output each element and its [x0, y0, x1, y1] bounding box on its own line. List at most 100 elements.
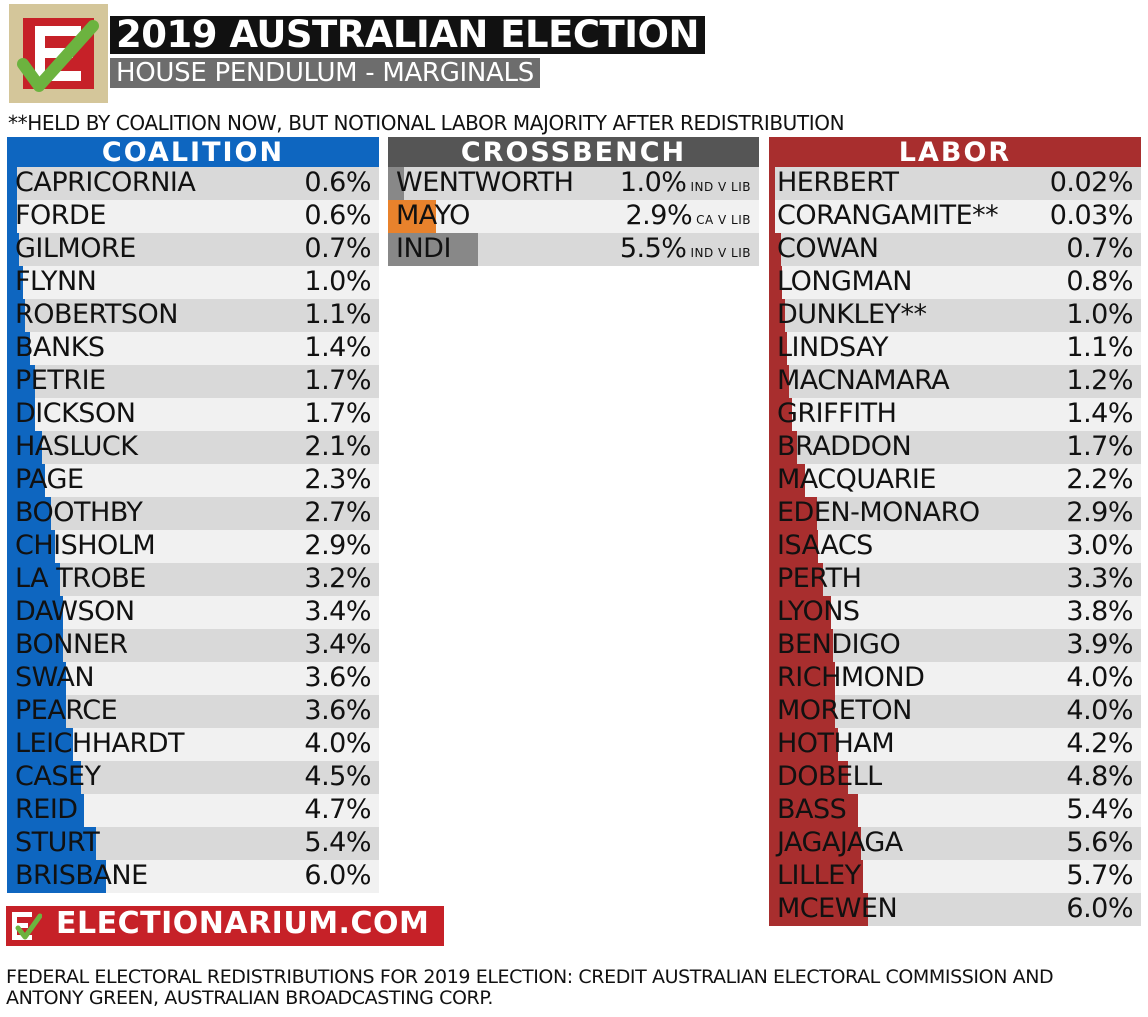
seat-name: COWAN: [777, 233, 879, 264]
margin-bar: [7, 464, 45, 497]
seat-name: DUNKLEY**: [777, 299, 927, 330]
margin-value: 4.8%: [1066, 761, 1133, 792]
seat-row: MCEWEN 6.0%: [769, 893, 1141, 926]
seat-row: DAWSON 3.4%: [7, 596, 379, 629]
seat-row: JAGAJAGA 5.6%: [769, 827, 1141, 860]
margin-bar: [769, 464, 806, 497]
seat-margin: 0.6%: [304, 200, 371, 231]
seat-name: LINDSAY: [777, 332, 889, 363]
seat-name: INDI: [396, 233, 451, 264]
margin-bar: [7, 233, 19, 266]
seat-row: FLYNN 1.0%: [7, 266, 379, 299]
seat-row: BRADDON 1.7%: [769, 431, 1141, 464]
seat-row: LA TROBE 3.2%: [7, 563, 379, 596]
seat-margin: 4.7%: [304, 794, 371, 825]
margin-value: 3.6%: [304, 695, 371, 726]
margin-value: 3.9%: [1066, 629, 1133, 660]
margin-bar: [769, 728, 838, 761]
margin-value: 4.0%: [304, 728, 371, 759]
margin-bar: [388, 233, 479, 266]
margin-value: 0.6%: [304, 167, 371, 198]
seat-margin: 3.4%: [304, 596, 371, 627]
margin-bar: [7, 530, 55, 563]
seat-margin: 3.9%: [1066, 629, 1133, 660]
seat-row: EDEN-MONARO 2.9%: [769, 497, 1141, 530]
margin-bar: [769, 398, 792, 431]
seat-margin: 0.02%: [1049, 167, 1134, 198]
margin-value: 3.6%: [304, 662, 371, 693]
seat-name: STURT: [15, 827, 100, 858]
margin-bar: [7, 266, 24, 299]
seat-row: FORDE 0.6%: [7, 200, 379, 233]
seat-row: BASS 5.4%: [769, 794, 1141, 827]
margin-bar: [769, 233, 781, 266]
seat-margin: 4.8%: [1066, 761, 1133, 792]
seat-name: PAGE: [15, 464, 84, 495]
contest-label: IND V LIB: [690, 180, 751, 194]
seat-row: PERTH 3.3%: [769, 563, 1141, 596]
margin-value: 5.6%: [1066, 827, 1133, 858]
seat-margin: 4.5%: [304, 761, 371, 792]
margin-bar: [769, 530, 819, 563]
margin-bar: [7, 695, 67, 728]
margin-value: 3.4%: [304, 596, 371, 627]
margin-value: 0.03%: [1049, 200, 1134, 231]
seat-name: BRADDON: [777, 431, 912, 462]
checkmark-icon: [17, 20, 99, 92]
labor-header: LABOR: [769, 137, 1141, 168]
seat-row: INDI 5.5% IND V LIB: [388, 233, 759, 266]
seat-name: LONGMAN: [777, 266, 912, 297]
seat-name: EDEN-MONARO: [777, 497, 980, 528]
seat-name: LYONS: [777, 596, 860, 627]
seat-row: REID 4.7%: [7, 794, 379, 827]
seat-row: HERBERT 0.02%: [769, 167, 1141, 200]
seat-name: BOOTHBY: [15, 497, 143, 528]
seat-margin: 5.6%: [1066, 827, 1133, 858]
seat-row: COWAN 0.7%: [769, 233, 1141, 266]
margin-bar: [7, 332, 30, 365]
seat-margin: 1.7%: [304, 365, 371, 396]
seat-name: LA TROBE: [15, 563, 146, 594]
seat-margin: 4.2%: [1066, 728, 1133, 759]
seat-margin: 6.0%: [304, 860, 371, 891]
seat-margin: 2.3%: [304, 464, 371, 495]
margin-bar: [388, 167, 405, 200]
margin-value: 6.0%: [304, 860, 371, 891]
seat-name: BANKS: [15, 332, 105, 363]
margin-bar: [769, 497, 817, 530]
margin-value: 0.6%: [304, 200, 371, 231]
seat-margin: 3.6%: [304, 695, 371, 726]
seat-name: LEICHHARDT: [15, 728, 185, 759]
seat-name: CASEY: [15, 761, 101, 792]
seat-margin: 1.1%: [304, 299, 371, 330]
credit-text: FEDERAL ELECTORAL REDISTRIBUTIONS FOR 20…: [6, 966, 1054, 1009]
seat-margin: 3.0%: [1066, 530, 1133, 561]
seat-row: STURT 5.4%: [7, 827, 379, 860]
seat-row: CHISHOLM 2.9%: [7, 530, 379, 563]
margin-value: 2.9%: [625, 200, 693, 231]
margin-value: 1.2%: [1066, 365, 1133, 396]
seat-margin: 1.4%: [1066, 398, 1133, 429]
crossbench-rows: WENTWORTH 1.0% IND V LIB MAYO 2.9% CA V LIB IN…: [388, 167, 759, 266]
margin-value: 5.5%: [619, 233, 687, 264]
seat-row: BRISBANE 6.0%: [7, 860, 379, 893]
margin-value: 2.9%: [304, 530, 371, 561]
labor-rows: HERBERT 0.02% CORANGAMITE** 0.03% COWAN 0.7% L…: [769, 167, 1141, 926]
crossbench-column: CROSSBENCH WENTWORTH 1.0% IND V LIB MAYO 2.9…: [388, 137, 759, 266]
seat-margin: 5.7%: [1066, 860, 1133, 891]
brand-banner: ELECTIONARIUM.COM: [6, 906, 444, 946]
seat-name: DAWSON: [15, 596, 135, 627]
seat-name: BENDIGO: [777, 629, 901, 660]
margin-bar: [7, 398, 35, 431]
seat-margin: 0.7%: [1066, 233, 1133, 264]
margin-value: 4.5%: [304, 761, 371, 792]
margin-value: 0.02%: [1049, 167, 1134, 198]
seat-name: ROBERTSON: [15, 299, 178, 330]
seat-name: RICHMOND: [777, 662, 925, 693]
seat-row: LEICHHARDT 4.0%: [7, 728, 379, 761]
seat-margin: 2.9% CA V LIB: [626, 200, 752, 231]
margin-value: 1.7%: [304, 365, 371, 396]
margin-bar: [7, 728, 73, 761]
seat-row: PETRIE 1.7%: [7, 365, 379, 398]
margin-value: 4.0%: [1066, 662, 1133, 693]
